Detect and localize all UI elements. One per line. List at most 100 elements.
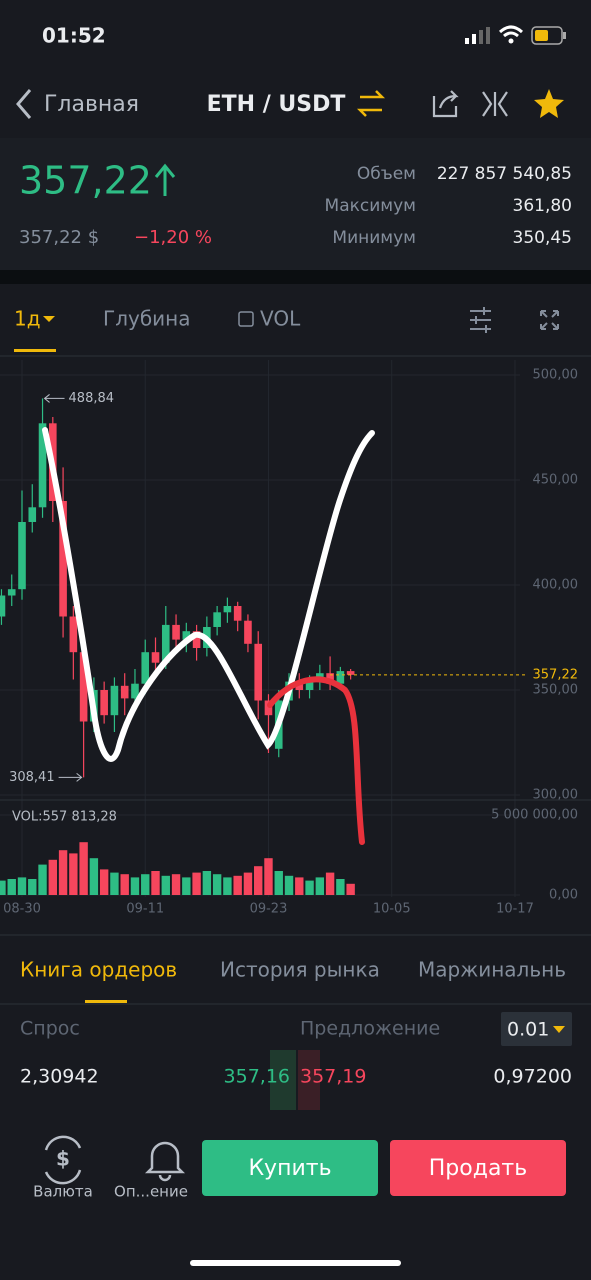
- stats: Объем 227 857 540,85 Максимум 361,80 Минимум…: [325, 164, 572, 248]
- status-time: 01:52: [42, 24, 106, 48]
- volume-bar: [223, 877, 232, 895]
- home-indicator: [190, 1260, 401, 1266]
- y-tick-label: 450,00: [533, 473, 579, 488]
- favorite-icon[interactable]: [534, 89, 564, 118]
- svg-text:$: $: [56, 1147, 70, 1171]
- candle-body: [223, 606, 232, 613]
- back-link[interactable]: Главная: [44, 92, 139, 117]
- drawn-line-white: [42, 427, 375, 762]
- volume-label: VOL:557 813,28: [12, 810, 117, 825]
- stat-label: Максимум: [325, 196, 416, 216]
- candle-body: [110, 685, 119, 716]
- volume-bar: [28, 879, 37, 895]
- candle-body: [346, 671, 355, 675]
- volume-bar: [79, 842, 88, 895]
- candle-body: [305, 681, 314, 690]
- order-tab[interactable]: Маржинальнь: [418, 958, 566, 982]
- volume-bar: [305, 880, 314, 895]
- volume-bar: [17, 877, 27, 895]
- stat-label: Объем: [357, 164, 416, 184]
- interval-tab[interactable]: 1д: [14, 307, 41, 331]
- candle-body: [233, 606, 242, 621]
- pair-title[interactable]: ETH / USDT: [207, 92, 346, 117]
- candle-body: [79, 652, 88, 722]
- share-icon[interactable]: [432, 90, 459, 118]
- compare-icon[interactable]: [482, 91, 508, 117]
- last-price: 357,22: [19, 159, 152, 203]
- volume-bar: [110, 872, 119, 895]
- candle-body: [244, 620, 252, 644]
- x-tick-label: 10-05: [373, 902, 411, 917]
- alert-label[interactable]: Оп...ение: [114, 1183, 188, 1201]
- x-tick-label: 08-30: [3, 902, 41, 917]
- ask-depth: [298, 1050, 320, 1110]
- candle-body: [120, 685, 129, 699]
- volume-bar: [120, 874, 129, 895]
- back-icon[interactable]: [16, 89, 32, 119]
- step-value: 0.01: [507, 1019, 549, 1041]
- volume-bar: [192, 872, 201, 895]
- volume-bar: [69, 853, 78, 895]
- volume-bar: [243, 872, 253, 895]
- stat-value: 227 857 540,85: [437, 164, 572, 184]
- candle-body: [38, 423, 47, 508]
- volume-bar: [295, 877, 304, 895]
- stat-label: Минимум: [332, 228, 416, 248]
- candle-body: [182, 631, 191, 640]
- separator: [0, 270, 591, 284]
- volume-bar: [325, 872, 335, 895]
- vol-tab[interactable]: VOL: [260, 307, 301, 331]
- ask-header: Предложение: [300, 1018, 440, 1040]
- candle-body: [141, 652, 150, 684]
- volume-bar: [0, 880, 6, 895]
- last-price-label: 357,22: [533, 667, 579, 682]
- up-arrow: [154, 163, 176, 196]
- volume-bar: [151, 871, 160, 895]
- volume-bar: [182, 877, 191, 895]
- volume-bar: [48, 859, 58, 895]
- y-tick-label: 350,00: [533, 683, 579, 698]
- volume-bar: [130, 877, 140, 895]
- candle-body: [264, 700, 273, 716]
- currency-icon[interactable]: $: [44, 1135, 82, 1185]
- currency-label[interactable]: Валюта: [33, 1183, 93, 1201]
- volume-bar: [202, 871, 212, 895]
- candle-body: [192, 631, 201, 648]
- candle-body: [172, 624, 180, 640]
- tab-underline: [14, 349, 56, 352]
- y2-tick-label: 0,00: [549, 888, 578, 903]
- candle-body: [336, 671, 345, 684]
- sell-button[interactable]: [390, 1140, 566, 1196]
- depth-tab[interactable]: Глубина: [103, 307, 190, 331]
- volume-bar: [254, 866, 263, 895]
- bid-amount: 2,30942: [20, 1066, 99, 1088]
- candle-body: [295, 681, 304, 690]
- sell-label[interactable]: Продать: [429, 1156, 527, 1181]
- y-tick-label: 300,00: [533, 788, 579, 803]
- order-tab[interactable]: История рынка: [220, 958, 380, 982]
- candle-body: [131, 683, 139, 699]
- volume-bar: [171, 874, 181, 895]
- candle-body: [69, 616, 78, 653]
- y2-tick-label: 5 000 000,00: [491, 808, 578, 823]
- max-label: 488,84: [69, 391, 115, 406]
- stat-value: 361,80: [513, 196, 572, 216]
- alert-icon[interactable]: [144, 1141, 186, 1182]
- settings-icon[interactable]: [470, 307, 491, 333]
- candle-body: [213, 612, 221, 627]
- buy-label[interactable]: Купить: [248, 1156, 331, 1181]
- min-label: 308,41: [9, 770, 55, 785]
- candle-body: [59, 501, 67, 617]
- volume-bar: [89, 858, 99, 895]
- candle-body: [254, 643, 263, 701]
- buy-button[interactable]: [202, 1140, 378, 1196]
- y-tick-label: 400,00: [533, 578, 579, 593]
- step-select[interactable]: [501, 1012, 572, 1046]
- ask-price: 357,19: [300, 1066, 366, 1088]
- order-tab[interactable]: Книга ордеров: [20, 958, 177, 982]
- fullscreen-icon[interactable]: [540, 310, 559, 330]
- volume-bar: [212, 874, 222, 895]
- x-tick-label: 09-23: [250, 902, 288, 917]
- swap-icon[interactable]: [356, 90, 386, 117]
